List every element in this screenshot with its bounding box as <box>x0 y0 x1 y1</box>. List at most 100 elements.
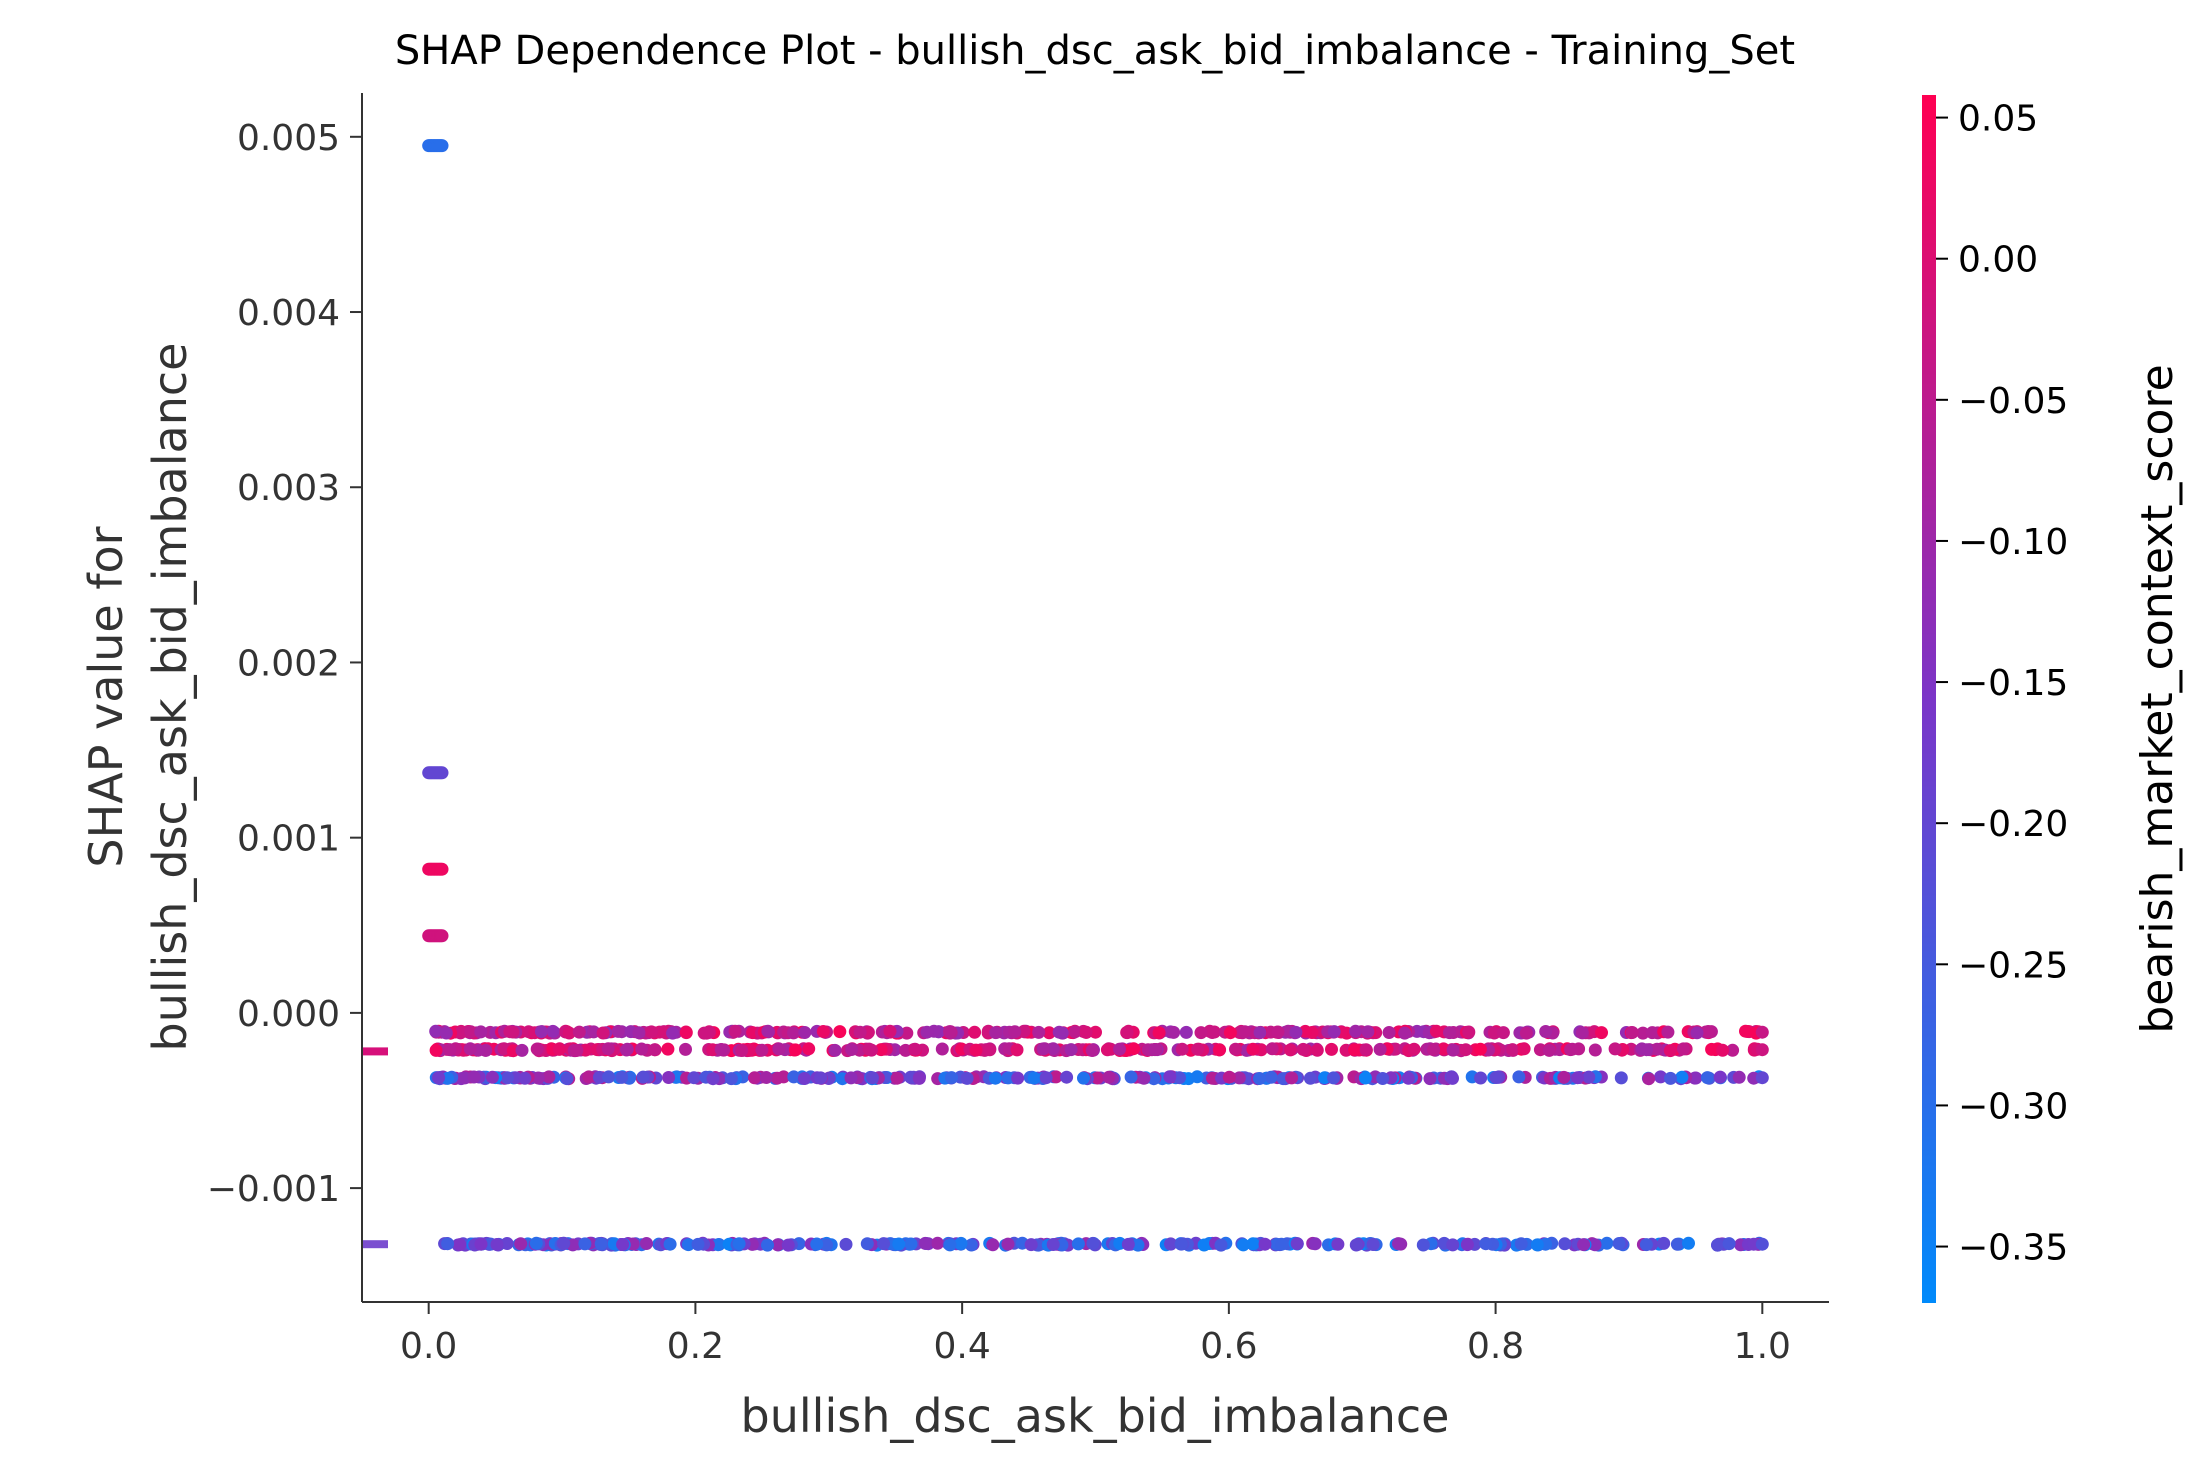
band-point <box>1113 1042 1126 1056</box>
band-point <box>1010 1043 1024 1057</box>
band-point <box>1024 1238 1038 1252</box>
band-point <box>1392 1237 1405 1251</box>
band-point <box>663 1237 677 1251</box>
colorbar-label: bearish_market_context_score <box>2132 364 2183 1033</box>
band-point <box>735 1044 749 1057</box>
band-point <box>1173 1071 1186 1085</box>
band-point <box>1575 1026 1589 1040</box>
band-point <box>828 1043 842 1057</box>
colorbar-ticks: 0.05 0.00 −0.05 −0.10 −0.15 −0.20 −0.25 −0.30 −0… <box>1936 99 2068 1269</box>
scatter-points <box>422 139 1769 1252</box>
band-point <box>529 1236 543 1250</box>
band-point <box>661 1042 675 1056</box>
band-point <box>1642 1072 1656 1086</box>
band-point <box>1401 1071 1415 1085</box>
band-point <box>1085 1044 1099 1057</box>
band-point <box>1284 1043 1297 1057</box>
band-point <box>1308 1237 1322 1251</box>
band-point <box>601 1042 615 1056</box>
band-point <box>1212 1043 1226 1057</box>
band-point <box>988 1071 1002 1085</box>
band-point <box>706 1072 720 1086</box>
band-point <box>798 1026 812 1039</box>
band-point <box>960 1071 974 1085</box>
band-point <box>635 1042 649 1056</box>
band-point <box>1194 1026 1208 1040</box>
band-point <box>1588 1043 1602 1057</box>
band-point <box>912 1071 926 1085</box>
band-point <box>865 1071 879 1085</box>
band-point <box>453 1238 467 1252</box>
band-point <box>1052 1025 1066 1039</box>
band-point <box>1100 1043 1114 1057</box>
band-point <box>1571 1071 1585 1085</box>
band-point <box>787 1070 801 1084</box>
band-point <box>1459 1043 1473 1057</box>
band-point <box>1179 1025 1193 1039</box>
band-point <box>820 1238 834 1252</box>
band-point <box>1253 1026 1267 1039</box>
band-point <box>711 1238 725 1252</box>
band-point <box>892 1237 906 1251</box>
x-tick-label: 0.0 <box>400 1326 457 1367</box>
band-point <box>1358 1071 1372 1085</box>
band-point <box>636 1070 650 1084</box>
band-point <box>644 1025 658 1039</box>
band-point <box>1001 1237 1015 1251</box>
band-point <box>1205 1026 1219 1039</box>
band-point <box>845 1043 859 1056</box>
band-point <box>578 1237 592 1251</box>
band-point <box>1327 1071 1340 1085</box>
colorbar-tick-label: −0.10 <box>1958 522 2068 563</box>
band-point <box>1232 1071 1246 1085</box>
band-point <box>1090 1071 1104 1085</box>
y-tick-label: 0.002 <box>237 643 340 684</box>
band-point <box>770 1071 784 1085</box>
band-point <box>666 1026 680 1040</box>
band-point <box>1298 1024 1312 1038</box>
y-tick-label: −0.001 <box>207 1169 340 1210</box>
band-point <box>1713 1070 1727 1084</box>
colorbar-tick-label: −0.35 <box>1958 1228 2068 1269</box>
band-point <box>485 1070 499 1084</box>
band-point <box>1675 1070 1689 1084</box>
band-point <box>1711 1238 1724 1252</box>
band-point <box>1046 1238 1060 1251</box>
band-point <box>945 1071 958 1085</box>
band-point <box>1427 1043 1441 1057</box>
band-point <box>1446 1071 1459 1085</box>
band-point <box>904 1237 918 1251</box>
band-point <box>1275 1237 1288 1251</box>
band-point <box>1654 1070 1668 1084</box>
band-point <box>1625 1026 1639 1039</box>
band-point <box>1310 1043 1324 1057</box>
band-point <box>1222 1070 1236 1084</box>
cluster-point <box>435 929 449 943</box>
band-point <box>1167 1025 1181 1039</box>
band-point <box>918 1236 932 1250</box>
band-point <box>1017 1024 1031 1038</box>
band-point <box>1152 1026 1166 1040</box>
band-point <box>1670 1237 1684 1251</box>
band-point <box>1001 1071 1015 1085</box>
cluster-point <box>435 862 449 876</box>
band-point <box>1429 1024 1443 1038</box>
band-point <box>1086 1236 1100 1250</box>
y-tick-label: 0.001 <box>237 819 340 860</box>
band-point <box>1148 1043 1162 1057</box>
band-point <box>755 1043 769 1057</box>
band-point <box>572 1025 586 1039</box>
band-point <box>1238 1025 1252 1039</box>
band-point <box>1120 1026 1134 1040</box>
band-point <box>1608 1042 1622 1056</box>
band-point <box>1289 1025 1303 1039</box>
band-point <box>615 1070 629 1084</box>
band-point <box>1557 1070 1571 1084</box>
band-point <box>556 1237 570 1251</box>
band-point <box>1512 1070 1526 1084</box>
band-point <box>1479 1237 1493 1251</box>
band-point <box>1027 1071 1041 1085</box>
band-point <box>534 1025 548 1039</box>
band-point <box>592 1070 606 1084</box>
y-tick-label: 0.005 <box>237 118 340 159</box>
